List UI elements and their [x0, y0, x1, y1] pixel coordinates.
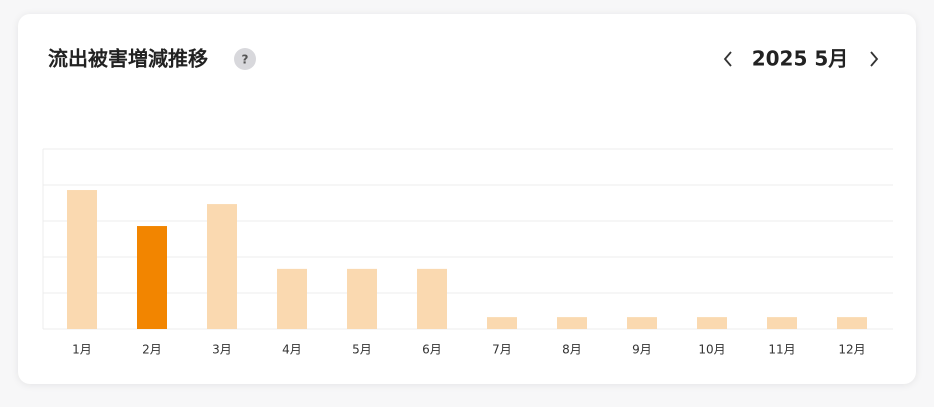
card: [18, 14, 916, 384]
bar: [557, 317, 587, 329]
bar: [837, 317, 867, 329]
x-tick-label: 12月: [838, 343, 865, 357]
next-button[interactable]: [870, 51, 879, 67]
bar: [137, 226, 167, 329]
bar: [67, 190, 97, 329]
bar: [487, 317, 517, 329]
bar: [207, 204, 237, 329]
prev-button[interactable]: [723, 51, 732, 67]
bar: [347, 268, 377, 329]
plot: 1月 2月 3月 4月 5月 6月 7月 8月 9月 10月 11月 12月: [42, 148, 893, 357]
x-tick-label: 11月: [768, 343, 795, 357]
help-icon-bg[interactable]: [234, 48, 256, 70]
x-tick-label: 5月: [352, 343, 372, 357]
x-tick-label: 2月: [142, 343, 162, 357]
x-tick-label: 3月: [212, 343, 232, 357]
x-tick-label: 6月: [422, 343, 442, 357]
x-tick-label: 10月: [698, 343, 725, 357]
x-tick-label: 7月: [492, 343, 512, 357]
bar: [417, 268, 447, 329]
bar: [767, 317, 797, 329]
bar: [277, 268, 307, 329]
x-tick-label: 1月: [72, 343, 92, 357]
chart-title: 流出被害増減推移: [48, 47, 208, 71]
x-tick-label: 4月: [282, 343, 302, 357]
period-label: 2025 5月: [752, 47, 849, 71]
help-icon[interactable]: ?: [242, 53, 249, 67]
bar: [627, 317, 657, 329]
x-tick-label: 8月: [562, 343, 582, 357]
x-tick-label: 9月: [632, 343, 652, 357]
bar: [697, 317, 727, 329]
